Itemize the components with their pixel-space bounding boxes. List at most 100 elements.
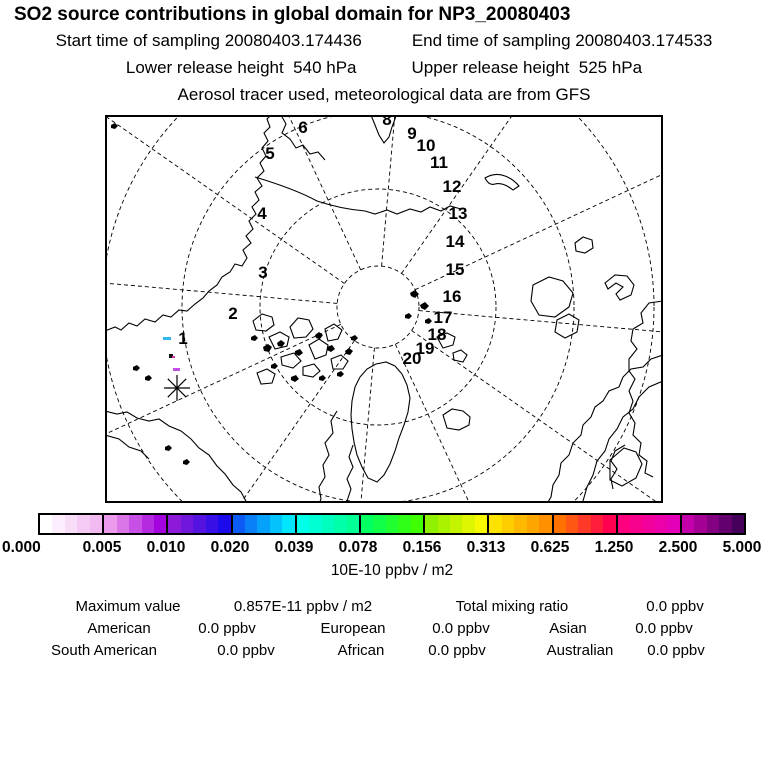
colorbar-tick-divider xyxy=(679,515,682,533)
colorbar-scale-label: 0.156 xyxy=(402,539,442,556)
colorbar-cell xyxy=(116,515,130,533)
colorbar-scale-label: 5.000 xyxy=(722,539,762,556)
stats-value: 0.0 ppbv xyxy=(432,620,490,637)
trajectory-label: 16 xyxy=(443,287,462,306)
header-release-heights: Lower release height 540 hPa Upper relea… xyxy=(0,58,768,78)
latitude-circle xyxy=(181,115,575,503)
header-sampling-times: Start time of sampling 20080403.174436 E… xyxy=(0,31,768,51)
trajectory-label: 9 xyxy=(407,124,416,143)
colorbar-cell xyxy=(282,515,295,533)
colorbar-cell xyxy=(334,515,347,533)
colorbar-cell xyxy=(514,515,527,533)
colorbar-cell xyxy=(603,515,616,533)
colorbar-scale-label: 2.500 xyxy=(658,539,698,556)
upper-release-text: Upper release height 525 hPa xyxy=(411,58,643,77)
colorbar-cell xyxy=(655,515,668,533)
colorbar-tick-divider xyxy=(615,515,618,533)
stats-value: 0.857E-11 ppbv / m2 xyxy=(233,598,373,615)
stats-value: 0.0 ppbv xyxy=(198,620,256,637)
colorbar-cell xyxy=(731,515,745,533)
colorbar-tick-divider xyxy=(358,515,361,533)
colorbar-cell xyxy=(168,515,181,533)
trajectory-label: 3 xyxy=(258,263,267,282)
colorbar-cell xyxy=(205,515,219,533)
colorbar-unit: 10E-10 ppbv / m2 xyxy=(330,562,454,579)
colorbar-cell xyxy=(617,515,631,533)
colorbar-cell xyxy=(269,515,283,533)
colorbar-cell xyxy=(565,515,579,533)
trajectory-label: 6 xyxy=(298,118,307,137)
trajectory-label: 13 xyxy=(449,204,468,223)
colorbar-cell xyxy=(398,515,411,533)
page-title: SO2 source contributions in global domai… xyxy=(14,4,571,25)
colorbar-cell xyxy=(450,515,463,533)
colorbar-cell xyxy=(719,515,732,533)
colorbar-cell xyxy=(52,515,65,533)
colorbar-cell xyxy=(346,515,359,533)
colorbar-cell xyxy=(245,515,258,533)
colorbar-cell xyxy=(257,515,270,533)
stats-value: Maximum value xyxy=(75,598,181,615)
latitude-circle xyxy=(259,188,497,426)
colorbar-cell xyxy=(437,515,450,533)
colorbar-cell xyxy=(425,515,438,533)
stats-value: Total mixing ratio xyxy=(455,598,569,615)
start-time-text: Start time of sampling 20080403.174436 xyxy=(55,31,362,50)
colorbar-cell xyxy=(694,515,707,533)
colorbar-scale-label: 0.039 xyxy=(274,539,314,556)
stats-value: South American xyxy=(51,642,157,659)
stats-row: South American 0.0 ppbv African 0.0 ppbv Aus… xyxy=(0,642,768,659)
colorbar-cell xyxy=(104,515,117,533)
colorbar-cell xyxy=(578,515,591,533)
colorbar-cell xyxy=(462,515,475,533)
stats-value: African xyxy=(337,642,385,659)
stats-value: 0.0 ppbv xyxy=(647,642,705,659)
release-point-asterisk xyxy=(167,378,187,398)
colorbar-scale-label: 0.000 xyxy=(2,539,41,556)
colorbar-tick-divider xyxy=(102,515,105,533)
colorbar-cell xyxy=(410,515,424,533)
colorbar-cell xyxy=(489,515,502,533)
colorbar-scale-label: 0.078 xyxy=(338,539,378,556)
colorbar-cell xyxy=(667,515,680,533)
tracer-pixel xyxy=(173,368,180,371)
tracer-note-text: Aerosol tracer used, meteorological data… xyxy=(177,85,591,104)
map-frame xyxy=(105,115,663,503)
colorbar-cell xyxy=(153,515,167,533)
colorbar-tick-divider xyxy=(423,515,426,533)
header-tracer-note: Aerosol tracer used, meteorological data… xyxy=(0,85,768,105)
colorbar-cell xyxy=(64,515,78,533)
trajectory-label: 17 xyxy=(434,308,453,327)
colorbar-cell xyxy=(681,515,695,533)
colorbar-cell xyxy=(129,515,142,533)
colorbar-tick-divider xyxy=(294,515,297,533)
colorbar-cell xyxy=(474,515,488,533)
trajectory-label: 4 xyxy=(257,204,267,223)
stats-row: American 0.0 ppbv European 0.0 ppbv Asian 0.0… xyxy=(0,620,768,637)
lower-release-text: Lower release height 540 hPa xyxy=(125,58,357,77)
trajectory-label: 18 xyxy=(428,325,447,344)
colorbar-cell xyxy=(40,515,53,533)
trajectory-label: 5 xyxy=(265,144,274,163)
colorbar-scale-label: 0.005 xyxy=(82,539,122,556)
colorbar-cell xyxy=(141,515,154,533)
tracer-pixel xyxy=(163,337,171,340)
colorbar-cell xyxy=(218,515,231,533)
tracer-markers xyxy=(163,337,190,401)
colorbar-cell xyxy=(193,515,206,533)
colorbar xyxy=(38,513,746,535)
colorbar-cell xyxy=(642,515,655,533)
colorbar-cell xyxy=(539,515,552,533)
stats-value: 0.0 ppbv xyxy=(635,620,693,637)
colorbar-scale-label: 0.010 xyxy=(146,539,186,556)
stats-row: Maximum value 0.857E-11 ppbv / m2 Total mi… xyxy=(0,598,768,615)
colorbar-cell xyxy=(373,515,386,533)
colorbar-cell xyxy=(296,515,310,533)
latitude-circle xyxy=(336,265,420,349)
trajectory-label: 8 xyxy=(382,115,391,129)
colorbar-scale-label: 1.250 xyxy=(594,539,634,556)
colorbar-cell xyxy=(180,515,194,533)
latitude-circle xyxy=(105,115,655,503)
